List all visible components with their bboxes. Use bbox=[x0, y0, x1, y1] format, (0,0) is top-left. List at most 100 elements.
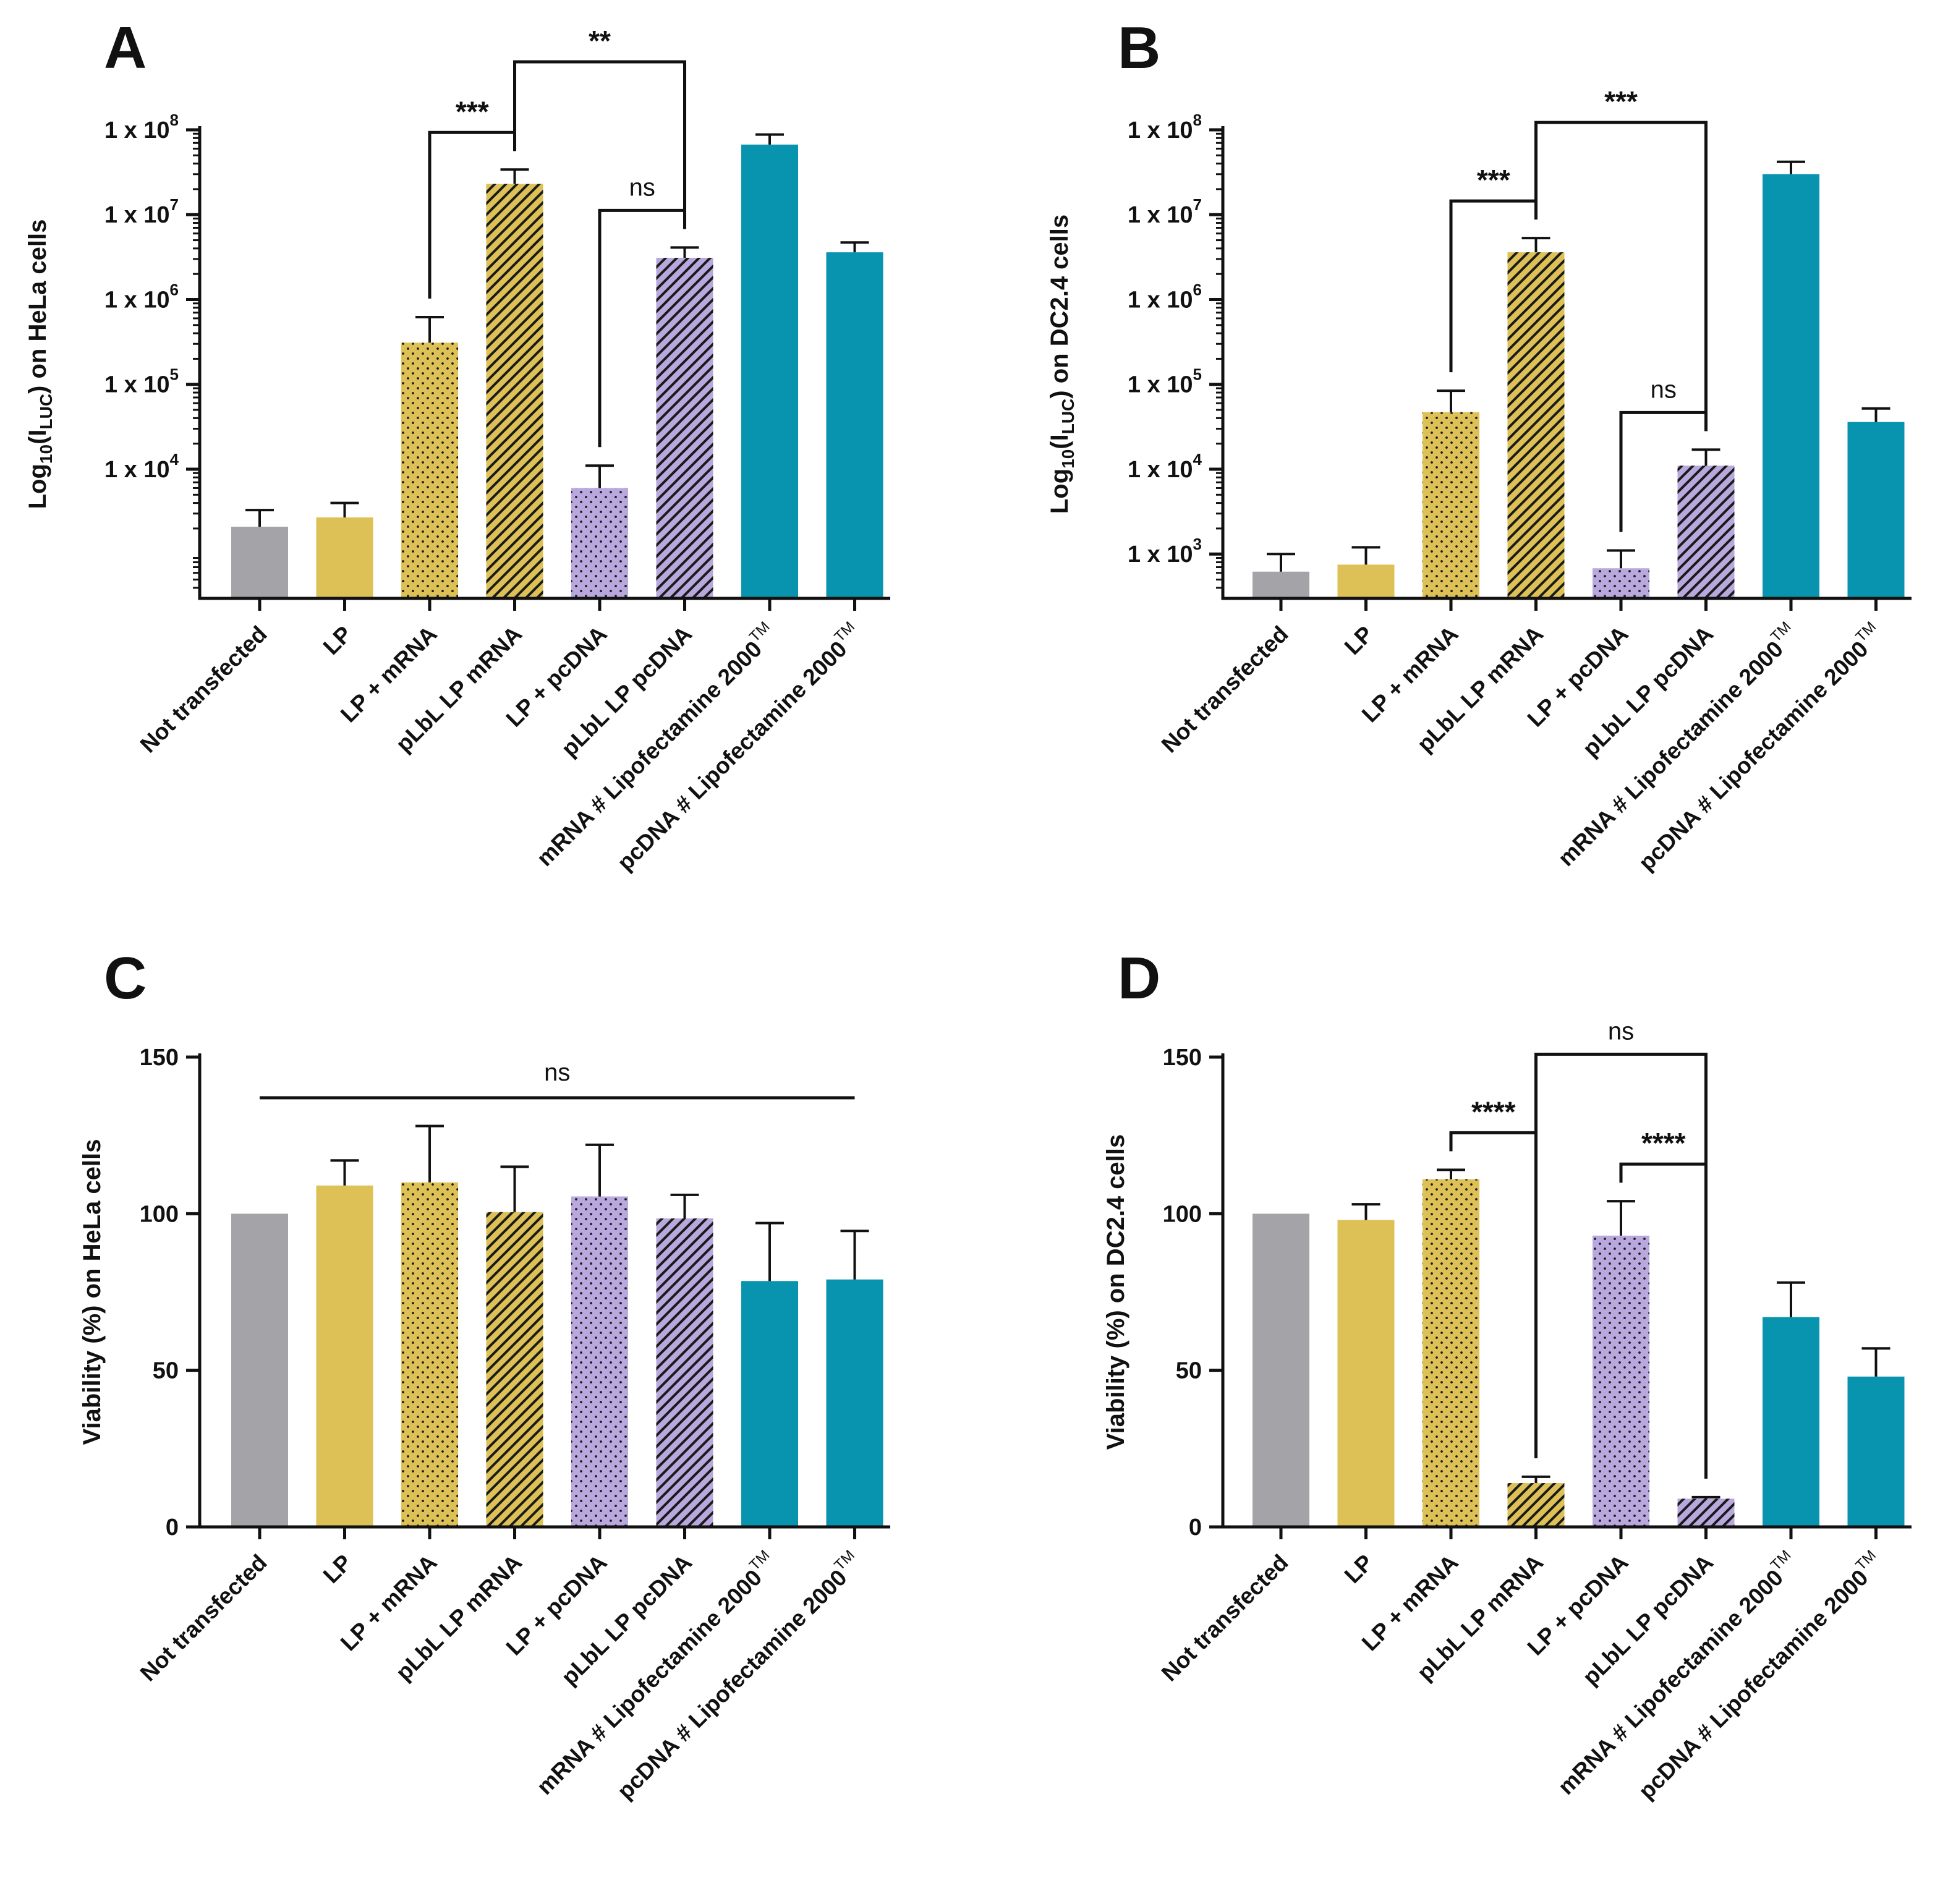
panel-c-chart: 0 50 100 150 Viability (%) on HeLa cells Not … bbox=[79, 1045, 890, 1804]
y-tick-label: 150 bbox=[1163, 1045, 1202, 1071]
y-tick-exponent: 6 bbox=[1193, 280, 1202, 299]
category-name: Not transfected bbox=[135, 621, 272, 758]
panel-label-a: A bbox=[104, 15, 147, 81]
y-tick-exponent: 3 bbox=[1193, 535, 1202, 553]
bar bbox=[1847, 1376, 1905, 1527]
y-tick-exponent: 8 bbox=[1193, 111, 1202, 129]
bar bbox=[1847, 422, 1905, 598]
bar bbox=[741, 1281, 798, 1527]
significance-bracket bbox=[1534, 121, 1708, 431]
panel-label-b: B bbox=[1118, 15, 1160, 81]
bar-pattern bbox=[571, 488, 628, 598]
y-tick-base: 1 x 10 bbox=[1128, 287, 1193, 313]
y-tick-label: 1 x 108 bbox=[104, 111, 179, 143]
significance-label: ns bbox=[629, 174, 655, 201]
y-tick-label: 1 x 107 bbox=[1128, 195, 1202, 228]
bar-pattern bbox=[486, 1212, 543, 1527]
significance-bracket bbox=[513, 60, 686, 229]
bar-pattern bbox=[1593, 568, 1649, 598]
y-tick-base: 0 bbox=[166, 1515, 179, 1541]
y-tick-exponent: 7 bbox=[1193, 195, 1202, 214]
bar-pattern bbox=[1593, 1235, 1649, 1527]
significance-label: *** bbox=[456, 95, 489, 127]
y-tick-base: 1 x 10 bbox=[1128, 202, 1193, 228]
category-name: Not transfected bbox=[1157, 621, 1293, 758]
y-tick-base: 1 x 10 bbox=[1128, 542, 1193, 567]
bar bbox=[1337, 564, 1395, 598]
y-axis-label: Log10(ILUC) on HeLa cells bbox=[24, 219, 56, 509]
x-tick-label: LP bbox=[1340, 621, 1378, 660]
bar bbox=[1253, 1213, 1309, 1527]
y-axis-label: Log10(ILUC) on DC2.4 cells bbox=[1046, 215, 1078, 514]
y-tick-base: 1 x 10 bbox=[1128, 457, 1193, 483]
bar-pattern bbox=[401, 342, 458, 598]
bar bbox=[1763, 1317, 1819, 1527]
y-tick-label: 0 bbox=[166, 1515, 179, 1541]
y-tick-label: 1 x 105 bbox=[1128, 365, 1202, 398]
bar-pattern bbox=[571, 1196, 628, 1527]
panel-label-c: C bbox=[104, 945, 147, 1011]
y-tick-label: 1 x 104 bbox=[104, 450, 179, 483]
bar-pattern bbox=[1507, 1483, 1565, 1527]
y-tick-label: 50 bbox=[153, 1358, 179, 1384]
bar bbox=[316, 1185, 373, 1527]
y-axis-label: Viability (%) on DC2.4 cells bbox=[1102, 1134, 1129, 1450]
y-tick-exponent: 5 bbox=[1193, 365, 1202, 384]
y-tick-label: 0 bbox=[1189, 1515, 1202, 1541]
y-tick-base: 1 x 10 bbox=[1128, 117, 1193, 143]
bar-pattern bbox=[486, 184, 543, 599]
category-name: LP bbox=[318, 621, 357, 660]
y-tick-base: 100 bbox=[1163, 1201, 1202, 1227]
y-axis-label-part: Log bbox=[24, 464, 51, 509]
ns-line-label: ns bbox=[544, 1059, 570, 1086]
y-tick-exponent: 5 bbox=[170, 365, 179, 384]
y-tick-label: 1 x 108 bbox=[1128, 111, 1202, 143]
y-tick-exponent: 4 bbox=[1193, 450, 1202, 469]
panel-d-chart: 0 50 100 150 Viability (%) on DC2.4 cells Not… bbox=[1102, 1018, 1912, 1804]
y-tick-label: 1 x 105 bbox=[104, 365, 179, 398]
significance-label: ns bbox=[1651, 376, 1677, 403]
bar bbox=[826, 1279, 883, 1527]
bar-pattern bbox=[401, 1182, 458, 1527]
y-tick-base: 0 bbox=[1189, 1515, 1202, 1541]
panel-label-d: D bbox=[1118, 945, 1160, 1011]
x-tick-label: Not transfected bbox=[1157, 1550, 1293, 1686]
y-tick-label: 100 bbox=[140, 1201, 179, 1227]
y-axis-label-part: Log bbox=[1046, 469, 1073, 514]
y-axis-label-part: ) on DC2.4 cells bbox=[1046, 215, 1073, 399]
y-tick-label: 150 bbox=[140, 1045, 179, 1071]
y-tick-exponent: 6 bbox=[170, 280, 179, 299]
y-axis-label-subscript: 10 bbox=[36, 444, 56, 464]
bar-pattern bbox=[656, 1218, 713, 1527]
y-tick-base: 50 bbox=[1176, 1358, 1202, 1384]
bar bbox=[316, 517, 373, 598]
y-tick-label: 1 x 107 bbox=[104, 195, 179, 228]
y-axis-label-part: Viability (%) on DC2.4 cells bbox=[1102, 1134, 1129, 1450]
y-tick-base: 150 bbox=[1163, 1045, 1202, 1071]
bar-pattern bbox=[1507, 252, 1565, 598]
x-tick-label: Not transfected bbox=[135, 1550, 272, 1686]
bar-pattern bbox=[656, 258, 713, 598]
y-axis-label-part: (I bbox=[1046, 434, 1073, 449]
bar bbox=[231, 527, 288, 598]
y-tick-base: 1 x 10 bbox=[104, 287, 170, 313]
y-tick-label: 100 bbox=[1163, 1201, 1202, 1227]
y-axis-label-subscript: 10 bbox=[1058, 449, 1078, 469]
bar bbox=[741, 144, 798, 599]
x-tick-label: LP bbox=[318, 621, 357, 660]
bar bbox=[231, 1213, 288, 1527]
y-tick-base: 1 x 10 bbox=[104, 202, 170, 228]
y-axis-label: Viability (%) on HeLa cells bbox=[79, 1139, 106, 1445]
y-tick-label: 50 bbox=[1176, 1358, 1202, 1384]
bar-pattern bbox=[1677, 1498, 1735, 1527]
y-tick-exponent: 4 bbox=[170, 450, 179, 469]
y-axis-label-part: Viability (%) on HeLa cells bbox=[79, 1139, 106, 1445]
y-axis-label-part: ) on HeLa cells bbox=[24, 219, 51, 394]
y-tick-base: 1 x 10 bbox=[104, 117, 170, 143]
significance-label: **** bbox=[1471, 1095, 1516, 1128]
y-tick-label: 1 x 106 bbox=[104, 280, 179, 313]
y-tick-label: 1 x 106 bbox=[1128, 280, 1202, 313]
bar bbox=[1763, 174, 1819, 598]
